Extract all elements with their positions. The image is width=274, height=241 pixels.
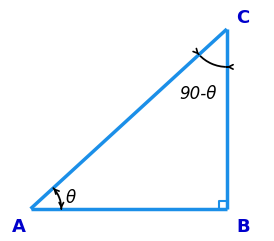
Text: θ: θ <box>65 189 75 207</box>
Text: C: C <box>236 9 250 27</box>
Text: A: A <box>12 218 26 236</box>
Text: B: B <box>236 218 250 236</box>
Text: 90-θ: 90-θ <box>179 85 217 103</box>
